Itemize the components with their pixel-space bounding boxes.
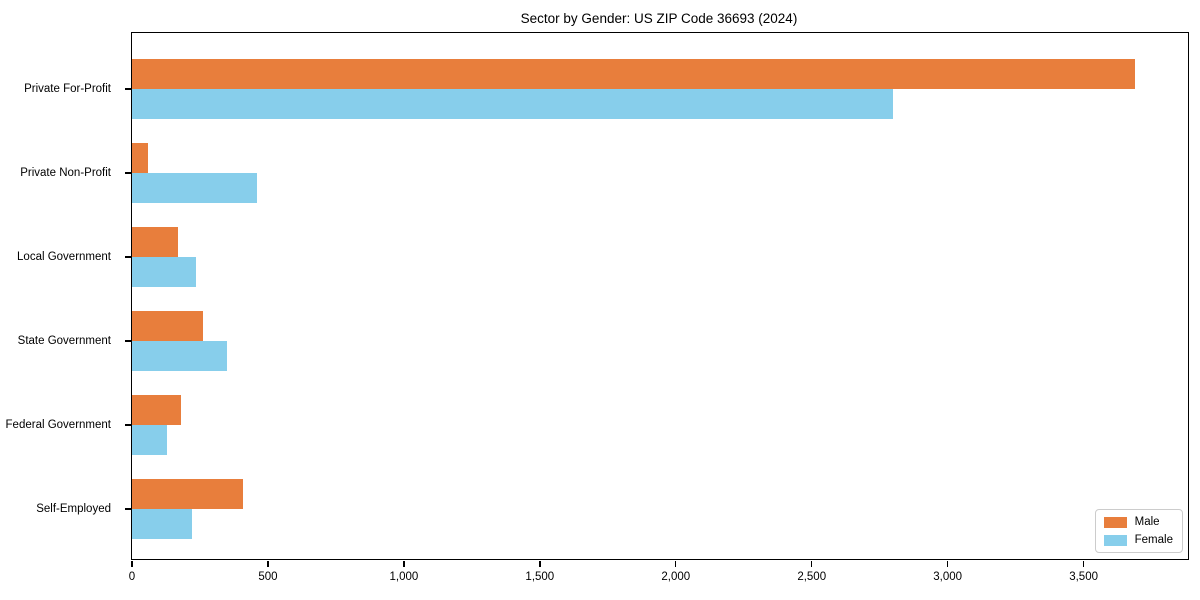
x-tick-label-2000: 2,000 xyxy=(661,571,691,583)
x-tick-label-3500: 3,500 xyxy=(1069,571,1098,583)
x-tick-label-1000: 1,000 xyxy=(389,571,419,583)
y-tick-label-private-for-profit: Private For-Profit xyxy=(24,83,111,95)
legend-label-female: Female xyxy=(1134,534,1173,546)
bar-female-state-government xyxy=(132,341,228,371)
bar-female-local-government xyxy=(132,257,196,287)
bar-male-private-non-profit xyxy=(132,143,149,173)
y-tick-label-private-non-profit: Private Non-Profit xyxy=(20,167,111,179)
x-tick-mark xyxy=(1082,560,1085,567)
legend-item-female: Female xyxy=(1103,534,1173,546)
x-tick-mark xyxy=(131,560,133,567)
bar-female-federal-government xyxy=(132,425,168,455)
bar-female-private-non-profit xyxy=(132,173,258,203)
y-tick-label-state-government: State Government xyxy=(17,335,111,347)
y-tick-mark xyxy=(125,256,132,258)
y-tick-label-self-employed: Self-Employed xyxy=(36,503,111,515)
bar-male-state-government xyxy=(132,311,203,341)
legend-label-male: Male xyxy=(1134,516,1160,528)
x-tick-label-500: 500 xyxy=(258,571,278,583)
bar-female-private-for-profit xyxy=(132,89,894,119)
bar-female-self-employed xyxy=(132,509,192,539)
plot-area: Private For-Profit Private Non-Profit Loca… xyxy=(6,32,1189,583)
x-tick-mark xyxy=(403,560,405,567)
female-series-swatch xyxy=(1103,534,1127,546)
x-tick-label-2500: 2,500 xyxy=(797,571,827,583)
bar-male-federal-government xyxy=(132,395,181,425)
x-tick-label-0: 0 xyxy=(128,571,136,583)
bar-male-private-for-profit xyxy=(132,59,1136,89)
male-series-swatch xyxy=(1103,516,1127,528)
y-tick-mark xyxy=(125,508,132,510)
y-tick-label-local-government: Local Government xyxy=(17,251,111,263)
x-tick-mark xyxy=(811,560,813,567)
x-tick-mark xyxy=(539,560,541,567)
x-tick-label-3000: 3,000 xyxy=(933,571,963,583)
y-tick-mark xyxy=(125,424,132,426)
legend: Male Female xyxy=(1094,509,1183,553)
y-tick-label-federal-government: Federal Government xyxy=(5,419,111,431)
x-tick-mark xyxy=(267,560,269,567)
legend-item-male: Male xyxy=(1103,516,1173,528)
x-tick-mark xyxy=(675,560,677,567)
bar-male-local-government xyxy=(132,227,179,257)
y-tick-mark xyxy=(125,340,132,342)
x-tick-mark xyxy=(946,560,949,567)
bar-male-self-employed xyxy=(132,479,244,509)
x-tick-label-1500: 1,500 xyxy=(525,571,555,583)
y-tick-mark xyxy=(125,172,132,174)
y-tick-mark xyxy=(125,88,132,90)
chart-title: Sector by Gender: US ZIP Code 36693 (202… xyxy=(520,11,798,26)
